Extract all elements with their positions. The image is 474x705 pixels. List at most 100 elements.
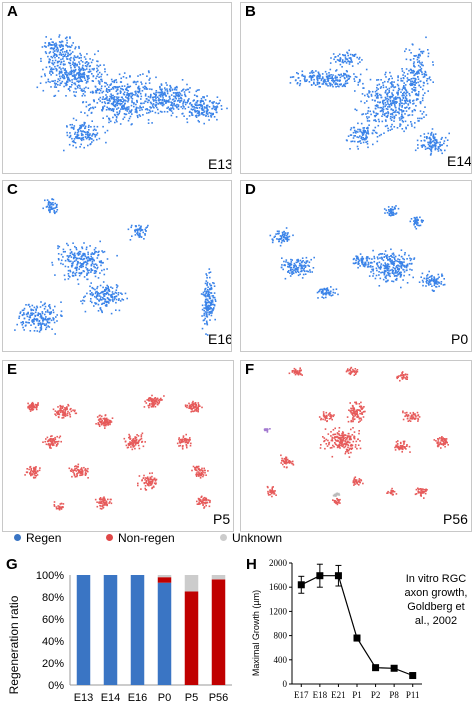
cell-point [429,280,432,282]
cell-point [345,58,348,60]
cell-point [433,137,436,140]
cell-point [377,88,379,90]
cell-point [57,84,59,86]
cell-point [207,299,209,302]
cell-point [49,72,51,74]
cell-point [52,204,55,206]
cell-point [33,473,36,475]
cell-point [336,80,339,82]
cell-point [413,108,416,111]
cell-point [74,142,77,144]
cell-point [45,52,48,55]
cell-point [70,86,72,88]
cell-point [188,402,190,405]
cell-point [60,49,62,51]
cell-point [416,139,419,142]
cell-point [172,107,174,109]
cell-point [84,127,87,129]
cell-point [112,109,115,111]
cell-point [72,409,74,411]
cell-point [418,48,421,51]
cell-point [111,97,114,99]
cell-point [94,263,97,265]
cell-point [387,81,389,83]
cell-point [60,440,62,443]
cell-point [134,229,137,232]
cell-point [414,87,417,89]
cell-point [388,270,390,272]
cell-point [62,263,64,266]
cell-point [400,249,403,251]
cell-point [48,202,50,204]
cell-point [429,154,432,156]
cell-point [80,468,82,470]
cell-point [446,144,448,147]
cell-point [384,212,386,214]
cell-point [338,85,340,88]
cell-point [81,468,83,471]
cell-point [115,289,118,291]
cell-point [181,446,184,448]
cell-point [390,83,393,86]
cell-point [94,295,96,298]
cell-point [365,263,367,266]
cell-point [303,261,306,264]
cell-point [287,236,289,238]
cell-point [434,279,436,282]
cell-point [81,474,83,476]
cell-point [319,86,321,88]
cell-point [203,96,205,98]
cell-point [396,83,399,86]
cell-point [135,92,137,94]
cell-point [345,139,348,141]
cell-point [191,404,194,407]
cell-point [95,90,98,92]
cell-point [392,211,395,214]
cell-point [62,256,64,258]
cell-point [180,441,183,444]
cell-point [331,84,333,86]
cell-point [399,104,401,106]
cell-point [55,506,58,508]
cell-point [171,104,173,106]
cell-point [39,467,41,469]
cell-point [371,90,374,93]
cell-point [68,136,71,139]
cell-point [414,84,416,86]
cluster-scatter [36,34,228,152]
cell-point [211,303,214,306]
cell-point [430,134,432,136]
cell-point [78,80,81,82]
cell-point [73,469,75,472]
cell-point [70,52,72,55]
cell-point [35,475,37,477]
cell-point [202,114,205,116]
cell-point [319,77,321,79]
cell-point [71,262,73,265]
cell-point [430,275,433,277]
cell-point [36,320,38,322]
cell-point [421,64,423,66]
cell-point [41,323,43,325]
cell-point [385,71,387,74]
cell-point [59,63,62,66]
cell-point [136,110,138,112]
cell-point [170,101,172,103]
cell-point [151,398,153,400]
cell-point [127,228,130,231]
cell-point [165,101,167,104]
cell-point [90,258,92,260]
cell-point [318,73,321,76]
cell-point [61,315,63,317]
cell-point [100,87,103,90]
cell-point [137,233,139,235]
cell-point [79,77,81,80]
cell-point [208,297,211,300]
cell-point [321,288,324,291]
cell-point [156,96,159,98]
cell-point [210,312,212,314]
cell-point [122,299,125,301]
cell-point [80,266,83,268]
cell-point [383,267,386,270]
cell-point [77,469,79,471]
